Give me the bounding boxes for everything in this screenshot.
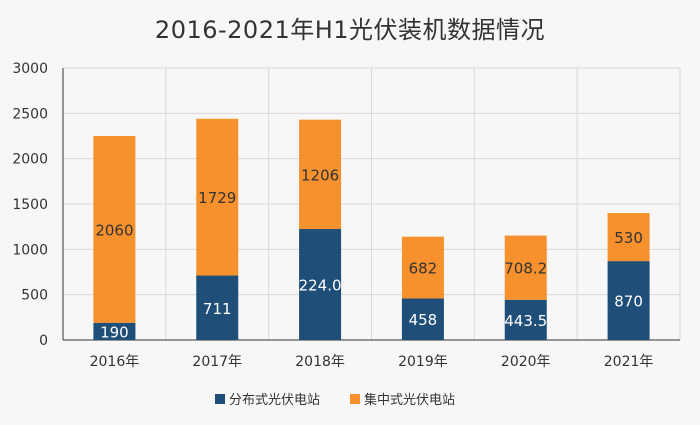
y-tick-label: 0 bbox=[39, 333, 48, 349]
x-tick-label: 2021年 bbox=[604, 354, 654, 370]
bar-segment bbox=[299, 229, 342, 340]
data-label: 1729 bbox=[198, 189, 236, 207]
data-label: 443.5 bbox=[504, 312, 547, 330]
data-label: 2060 bbox=[95, 221, 133, 239]
x-tick-label: 2018年 bbox=[295, 354, 345, 370]
data-label: 708.2 bbox=[504, 260, 547, 278]
legend-label: 集中式光伏电站 bbox=[364, 392, 455, 408]
bar-segment bbox=[504, 299, 547, 340]
chart-title: 2016-2021年H1光伏装机数据情况 bbox=[154, 16, 546, 44]
y-tick-label: 1000 bbox=[12, 242, 48, 258]
y-tick-label: 2000 bbox=[12, 152, 48, 168]
bar-segment bbox=[196, 275, 239, 340]
bar-segment bbox=[607, 261, 650, 340]
x-tick-label: 2020年 bbox=[501, 354, 551, 370]
bar-segment bbox=[401, 298, 444, 340]
bar-segment bbox=[401, 236, 444, 299]
y-tick-label: 500 bbox=[21, 288, 48, 304]
legend-swatch bbox=[215, 394, 225, 404]
bar-segment bbox=[196, 118, 239, 276]
legend-label: 分布式光伏电站 bbox=[229, 393, 320, 408]
data-label: 530 bbox=[614, 229, 643, 247]
data-label: 190 bbox=[100, 323, 129, 341]
bar-segment bbox=[607, 213, 650, 262]
data-label: 224.0 bbox=[299, 277, 342, 295]
bar-segment bbox=[504, 235, 547, 300]
y-tick-label: 2500 bbox=[12, 106, 48, 122]
x-tick-label: 2019年 bbox=[398, 354, 448, 370]
data-label: 870 bbox=[614, 293, 643, 311]
y-tick-label: 1500 bbox=[12, 197, 48, 213]
y-tick-label: 3000 bbox=[12, 61, 48, 77]
data-label: 682 bbox=[409, 260, 438, 278]
bar-segment bbox=[299, 119, 342, 230]
bar-segment bbox=[93, 136, 136, 323]
data-label: 711 bbox=[203, 300, 232, 318]
legend-swatch bbox=[350, 394, 360, 404]
data-label: 458 bbox=[409, 311, 438, 329]
data-label: 1206 bbox=[301, 166, 339, 184]
x-tick-label: 2017年 bbox=[192, 354, 242, 370]
x-tick-label: 2016年 bbox=[90, 354, 140, 370]
bar-segment bbox=[93, 322, 136, 340]
